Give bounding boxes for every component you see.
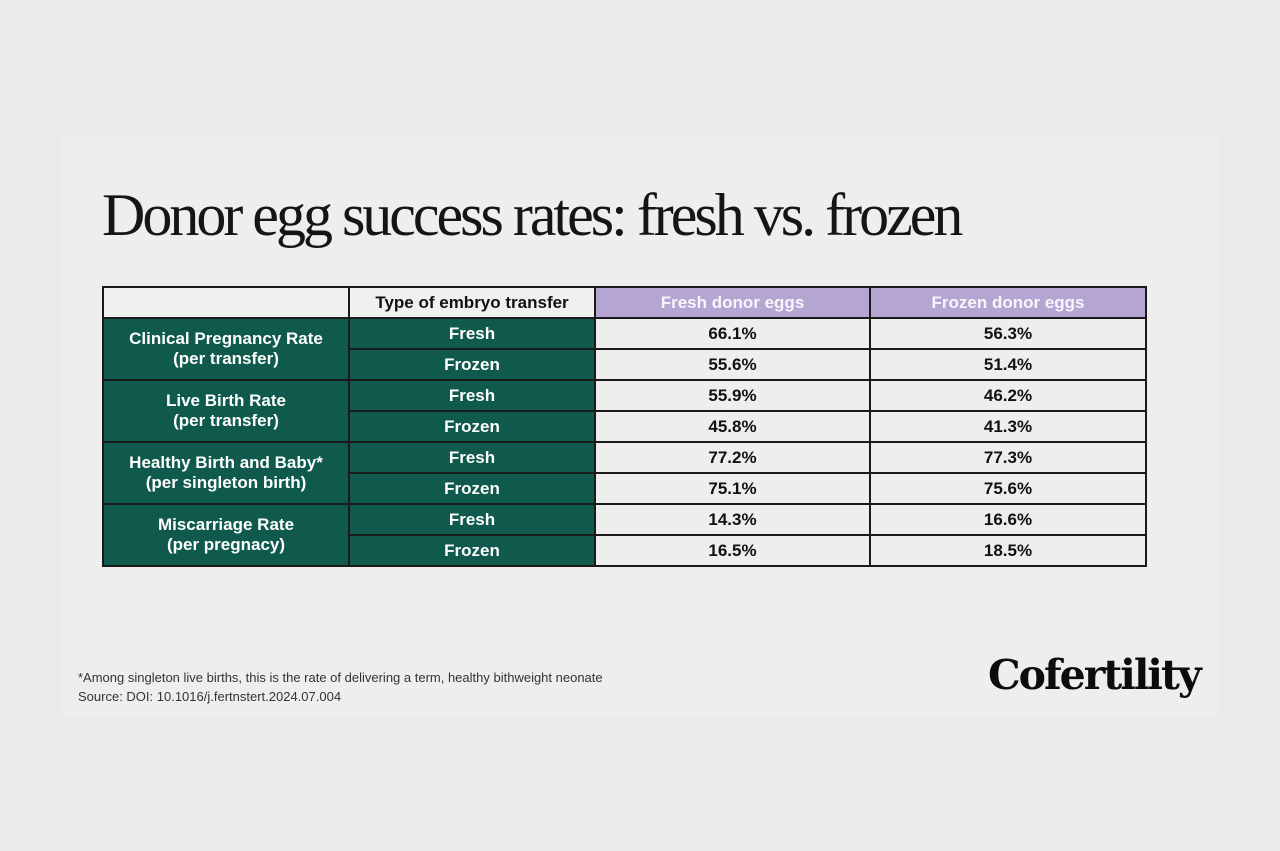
fresh-donor-eggs-value: 55.6%	[594, 348, 871, 381]
transfer-type-cell: Frozen	[348, 472, 596, 505]
metric-note: (per transfer)	[173, 411, 279, 430]
frozen-donor-eggs-value: 56.3%	[869, 317, 1147, 350]
frozen-donor-eggs-value: 51.4%	[869, 348, 1147, 381]
metric-note: (per singleton birth)	[145, 473, 307, 492]
metric-label-cell: Miscarriage Rate (per pregnacy)	[102, 503, 350, 567]
metric-note: (per pregnacy)	[166, 535, 286, 554]
table-row: Clinical Pregnancy Rate (per transfer) Fre…	[102, 317, 1147, 381]
metric-name: Miscarriage Rate	[157, 515, 295, 534]
table-row: Frozen 55.6% 51.4%	[103, 348, 1147, 381]
cofertility-logo: Cofertility	[988, 651, 1202, 699]
header-fresh-donor-eggs: Fresh donor eggs	[594, 286, 871, 319]
frozen-donor-eggs-value: 75.6%	[869, 472, 1147, 505]
table-row: Live Birth Rate (per transfer) Fresh 55.9% 4…	[102, 379, 1147, 443]
transfer-type-cell: Frozen	[348, 534, 596, 567]
header-blank-cell	[102, 286, 350, 319]
fresh-donor-eggs-value: 45.8%	[594, 410, 871, 443]
transfer-type-cell: Frozen	[348, 348, 596, 381]
metric-name: Healthy Birth and Baby*	[129, 453, 323, 472]
table-row: Frozen 45.8% 41.3%	[103, 410, 1147, 443]
footnote: *Among singleton live births, this is th…	[78, 668, 603, 706]
footnote-text: *Among singleton live births, this is th…	[78, 670, 603, 685]
table-row: Miscarriage Rate (per pregnacy) Fresh 14.3%…	[102, 503, 1147, 567]
frozen-donor-eggs-value: 16.6%	[869, 503, 1147, 536]
frozen-donor-eggs-value: 41.3%	[869, 410, 1147, 443]
header-frozen-donor-eggs: Frozen donor eggs	[869, 286, 1147, 319]
header-transfer-type: Type of embryo transfer	[348, 286, 596, 319]
metric-name: Live Birth Rate	[166, 391, 286, 410]
table-row: Frozen 75.1% 75.6%	[103, 472, 1147, 505]
transfer-type-cell: Frozen	[348, 410, 596, 443]
fresh-donor-eggs-value: 16.5%	[594, 534, 871, 567]
table-row: Healthy Birth and Baby* (per singleton bi…	[102, 441, 1147, 505]
success-rates-table: Type of embryo transfer Fresh donor eggs…	[102, 286, 1147, 567]
frozen-donor-eggs-value: 18.5%	[869, 534, 1147, 567]
transfer-type-cell: Fresh	[348, 379, 596, 412]
metric-name: Clinical Pregnancy Rate	[129, 329, 323, 348]
fresh-donor-eggs-value: 77.2%	[594, 441, 871, 474]
frozen-donor-eggs-value: 46.2%	[869, 379, 1147, 412]
fresh-donor-eggs-value: 75.1%	[594, 472, 871, 505]
metric-label-cell: Live Birth Rate (per transfer)	[102, 379, 350, 443]
fresh-donor-eggs-value: 14.3%	[594, 503, 871, 536]
metric-label-cell: Clinical Pregnancy Rate (per transfer)	[102, 317, 350, 381]
header-row: Type of embryo transfer Fresh donor eggs…	[102, 286, 1147, 319]
transfer-type-cell: Fresh	[348, 317, 596, 350]
transfer-type-cell: Fresh	[348, 441, 596, 474]
fresh-donor-eggs-value: 55.9%	[594, 379, 871, 412]
chart-title: Donor egg success rates: fresh vs. froze…	[102, 182, 963, 248]
frozen-donor-eggs-value: 77.3%	[869, 441, 1147, 474]
fresh-donor-eggs-value: 66.1%	[594, 317, 871, 350]
metric-note: (per transfer)	[173, 349, 279, 368]
transfer-type-cell: Fresh	[348, 503, 596, 536]
source-citation: Source: DOI: 10.1016/j.fertnstert.2024.0…	[78, 689, 342, 704]
table-row: Frozen 16.5% 18.5%	[103, 534, 1147, 567]
metric-label-cell: Healthy Birth and Baby* (per singleton bi…	[102, 441, 350, 505]
